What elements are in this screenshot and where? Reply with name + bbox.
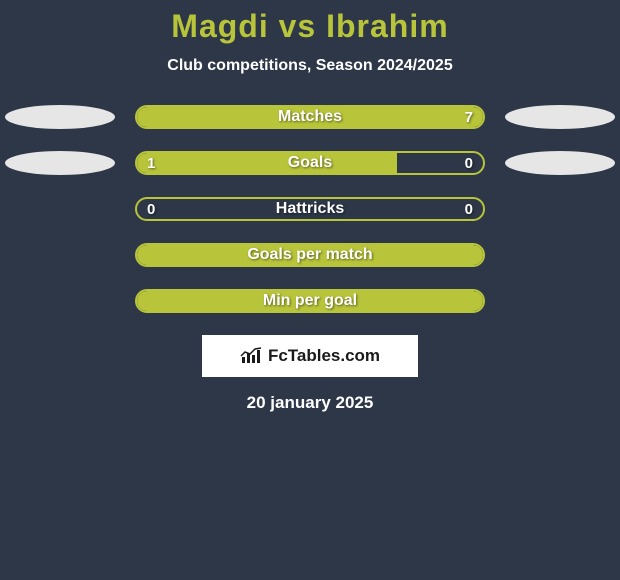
stat-label: Min per goal [263,292,357,310]
comparison-infographic: Magdi vs Ibrahim Club competitions, Seas… [0,0,620,413]
stat-value-right: 7 [465,109,473,126]
stat-value-left: 1 [147,155,155,172]
vs-text: vs [279,8,317,44]
bar-fill-left [137,153,397,173]
stat-label: Goals [288,154,332,172]
left-ellipse [5,243,115,267]
stat-row: Goals 1 0 [0,151,620,175]
right-ellipse [505,243,615,267]
stat-value-left: 0 [147,201,155,218]
logo-text: FcTables.com [268,346,380,366]
player1-name: Magdi [171,8,268,44]
chart-icon [240,347,262,365]
stat-bar: Goals per match [135,243,485,267]
stat-bar: Matches 7 [135,105,485,129]
stat-value-right: 0 [465,155,473,172]
right-ellipse [505,289,615,313]
stat-label: Hattricks [276,200,344,218]
stat-row: Matches 7 [0,105,620,129]
stat-row: Goals per match [0,243,620,267]
player2-name: Ibrahim [326,8,449,44]
stat-bar: Goals 1 0 [135,151,485,175]
stat-value-right: 0 [465,201,473,218]
stat-bar: Hattricks 0 0 [135,197,485,221]
right-ellipse [505,197,615,221]
left-ellipse [5,105,115,129]
page-title: Magdi vs Ibrahim [0,8,620,45]
right-ellipse [505,105,615,129]
source-logo: FcTables.com [202,335,418,377]
left-ellipse [5,197,115,221]
left-ellipse [5,151,115,175]
right-ellipse [505,151,615,175]
stat-rows: Matches 7 Goals 1 0 Hattricks 0 0 Goals per matc… [0,105,620,313]
stat-row: Min per goal [0,289,620,313]
stat-label: Matches [278,108,342,126]
stat-bar: Min per goal [135,289,485,313]
stat-row: Hattricks 0 0 [0,197,620,221]
left-ellipse [5,289,115,313]
subtitle: Club competitions, Season 2024/2025 [0,57,620,75]
date-text: 20 january 2025 [0,393,620,413]
stat-label: Goals per match [247,246,372,264]
